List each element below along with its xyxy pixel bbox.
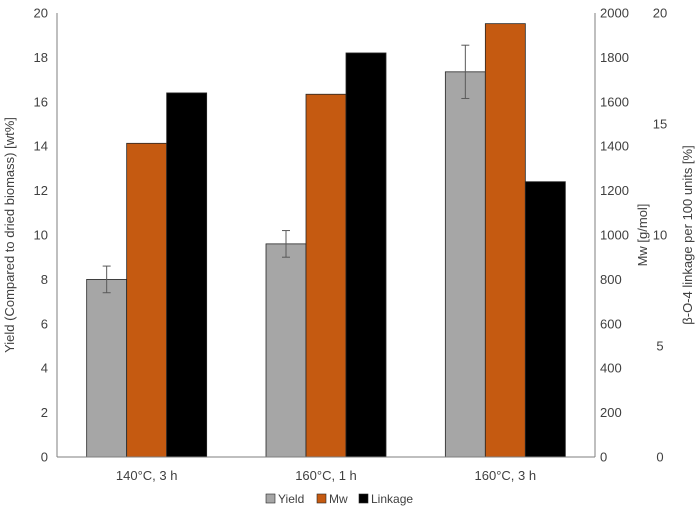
legend-swatch-yield <box>265 493 276 504</box>
mw-tick-label: 2000 <box>600 6 629 21</box>
mw-tick-label: 1600 <box>600 94 629 109</box>
linkage-tick-label: 10 <box>653 228 667 243</box>
axis-lines <box>56 13 596 458</box>
linkage-axis-ticks: 0 5 10 15 20 <box>653 6 667 465</box>
mw-tick-label: 1800 <box>600 50 629 65</box>
mw-axis-ticks: 0 200 400 600 800 1000 1200 1400 1600 1800 2000 <box>600 6 629 465</box>
mw-tick-label: 800 <box>600 272 622 287</box>
category-label: 140°C, 3 h <box>116 468 178 483</box>
mw-tick-label: 600 <box>600 316 622 331</box>
category-label: 160°C, 1 h <box>295 468 357 483</box>
legend-label-linkage: Linkage <box>371 492 413 506</box>
left-axis-ticks: 0 2 4 6 8 10 12 14 16 18 20 <box>34 6 48 465</box>
bar-mw-1 <box>126 142 168 458</box>
left-tick-label: 18 <box>34 50 48 65</box>
left-tick-label: 0 <box>41 450 48 465</box>
linkage-tick-label: 0 <box>656 450 663 465</box>
mw-tick-label: 400 <box>600 361 622 376</box>
legend-swatch-linkage <box>358 493 369 504</box>
left-tick-label: 4 <box>41 361 48 376</box>
bar-linkage-2 <box>345 52 387 458</box>
linkage-axis-label: β-O-4 linkage per 100 units [%] <box>680 145 695 324</box>
legend-label-yield: Yield <box>278 492 304 506</box>
mw-tick-label: 200 <box>600 405 622 420</box>
bar-yield-3 <box>444 71 486 458</box>
left-tick-label: 16 <box>34 94 48 109</box>
mw-axis-label: Mw [g/mol] <box>635 204 650 267</box>
bar-yield-1 <box>86 278 128 458</box>
linkage-tick-label: 15 <box>653 117 667 132</box>
mw-tick-label: 1000 <box>600 228 629 243</box>
left-axis-label: Yield (Compared to dried biomass) [wt%] <box>2 117 17 353</box>
mw-tick-label: 1400 <box>600 139 629 154</box>
linkage-tick-label: 20 <box>653 6 667 21</box>
left-tick-label: 12 <box>34 183 48 198</box>
left-tick-label: 2 <box>41 405 48 420</box>
error-bars <box>102 44 470 294</box>
left-tick-label: 20 <box>34 6 48 21</box>
legend-swatch-mw <box>316 493 327 504</box>
left-tick-label: 8 <box>41 272 48 287</box>
bar-mw-2 <box>305 93 347 458</box>
legend-label-mw: Mw <box>329 492 348 506</box>
linkage-tick-label: 5 <box>656 339 663 354</box>
left-tick-label: 6 <box>41 316 48 331</box>
bar-yield-2 <box>265 243 307 458</box>
legend: Yield Mw Linkage <box>265 492 413 506</box>
mw-tick-label: 0 <box>600 450 607 465</box>
category-label: 160°C, 3 h <box>475 468 537 483</box>
bar-mw-3 <box>484 23 526 458</box>
bar-linkage-1 <box>166 92 208 458</box>
bars <box>86 23 566 458</box>
mw-tick-label: 1200 <box>600 183 629 198</box>
bar-linkage-3 <box>524 181 566 458</box>
left-tick-label: 10 <box>34 228 48 243</box>
left-tick-label: 14 <box>34 139 48 154</box>
category-labels: 140°C, 3 h 160°C, 1 h 160°C, 3 h <box>116 468 536 483</box>
